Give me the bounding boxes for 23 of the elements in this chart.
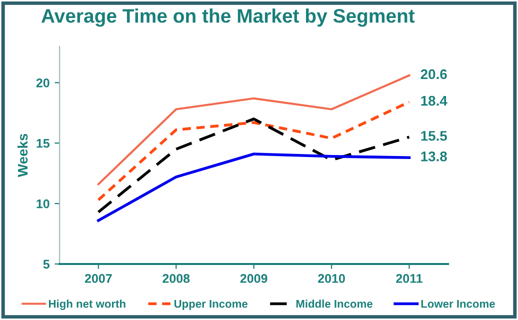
x-tick-label: 2008 bbox=[162, 274, 190, 283]
x-tick-label: 2007 bbox=[84, 274, 112, 283]
data-label: 15.5 bbox=[421, 131, 447, 141]
chart-title: Average Time on the Market by Segment bbox=[41, 8, 415, 27]
y-tick-label: 5 bbox=[43, 260, 50, 269]
y-tick-label: 20 bbox=[36, 78, 50, 88]
x-tick-label: 2010 bbox=[318, 274, 345, 283]
legend-label: Upper Income bbox=[174, 300, 248, 310]
data-label: 13.8 bbox=[421, 152, 447, 162]
y-tick-label: 10 bbox=[36, 199, 50, 208]
line-series bbox=[97, 100, 411, 202]
line-series bbox=[97, 74, 410, 186]
legend-label: Middle Income bbox=[296, 300, 372, 308]
y-tick-label: 15 bbox=[36, 139, 50, 148]
data-label: 20.6 bbox=[420, 69, 447, 80]
x-tick-label: 2009 bbox=[240, 274, 268, 283]
line-series bbox=[97, 118, 411, 214]
x-tick-label: 2011 bbox=[396, 274, 422, 283]
line-series bbox=[97, 152, 411, 222]
data-label: 18.4 bbox=[421, 96, 448, 106]
legend-label: Lower Income bbox=[421, 300, 495, 308]
legend-label: High net worth bbox=[48, 300, 126, 310]
y-axis-title: Weeks bbox=[17, 134, 28, 178]
